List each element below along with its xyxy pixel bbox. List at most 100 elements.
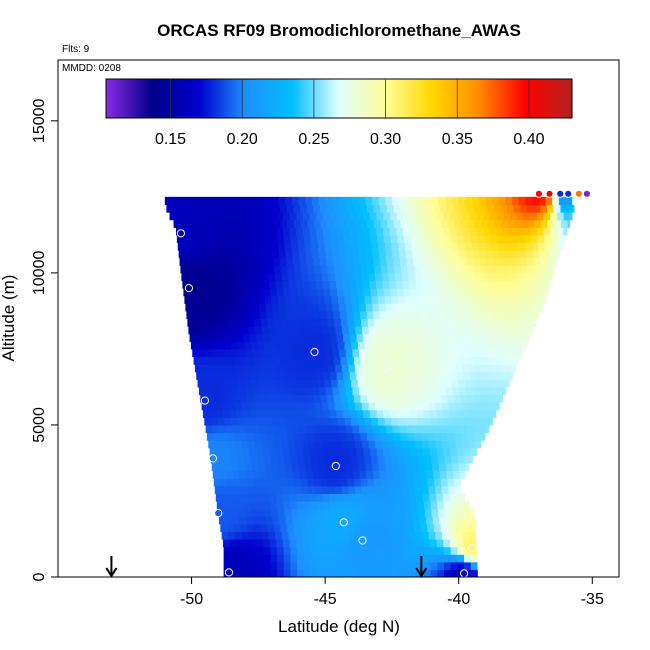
field-cell xyxy=(280,265,288,274)
field-cell xyxy=(373,394,382,403)
field-cell xyxy=(299,470,307,479)
field-cell xyxy=(316,409,324,418)
field-cell xyxy=(480,394,489,403)
field-cell xyxy=(289,371,298,380)
field-cell xyxy=(501,318,509,327)
field-cell xyxy=(329,212,338,221)
field-cell xyxy=(487,356,495,365)
field-cell xyxy=(222,538,231,548)
field-cell xyxy=(383,234,392,244)
field-cell xyxy=(317,546,325,555)
field-cell xyxy=(460,257,468,266)
field-cell xyxy=(198,250,206,259)
field-cell xyxy=(312,424,320,434)
field-cell xyxy=(205,250,213,259)
field-cell xyxy=(272,424,280,434)
field-cell xyxy=(463,409,471,418)
field-cell xyxy=(316,212,324,221)
colorbar-cell xyxy=(424,79,427,118)
field-cell xyxy=(290,455,299,464)
field-cell xyxy=(230,288,238,297)
field-cell xyxy=(484,417,493,426)
field-cell xyxy=(283,447,291,456)
field-cell xyxy=(409,280,417,289)
field-cell xyxy=(529,280,537,289)
field-cell xyxy=(366,310,374,320)
field-cell xyxy=(369,493,377,502)
field-cell xyxy=(300,219,308,228)
field-cell xyxy=(497,234,505,244)
field-cell xyxy=(483,409,491,418)
field-cell xyxy=(283,409,291,418)
field-cell xyxy=(374,478,382,487)
field-cell xyxy=(446,257,454,266)
field-cell xyxy=(333,257,341,266)
field-cell xyxy=(209,333,217,342)
field-cell xyxy=(320,394,328,403)
field-cell xyxy=(258,250,267,259)
field-cell xyxy=(337,554,345,563)
field-cell xyxy=(328,326,336,335)
field-cell xyxy=(529,326,534,335)
field-cell xyxy=(309,538,318,548)
field-cell xyxy=(446,386,454,396)
field-cell xyxy=(251,508,259,517)
field-cell xyxy=(216,333,224,342)
field-cell xyxy=(285,424,294,434)
field-cell xyxy=(378,462,387,472)
field-cell xyxy=(326,204,334,213)
field-cell xyxy=(403,333,411,342)
field-cell xyxy=(432,386,440,396)
field-cell xyxy=(394,265,402,274)
field-cell xyxy=(443,371,451,380)
field-cell xyxy=(491,417,494,426)
field-cell xyxy=(444,417,452,426)
field-cell xyxy=(454,478,462,487)
field-cell xyxy=(425,386,434,396)
field-cell xyxy=(186,204,194,213)
field-cell xyxy=(225,386,233,396)
field-cell xyxy=(420,204,428,213)
field-cell xyxy=(444,341,452,350)
field-cell xyxy=(399,250,407,259)
field-cell xyxy=(301,440,310,449)
field-cell xyxy=(264,242,272,251)
field-cell xyxy=(519,348,524,358)
field-cell xyxy=(507,356,515,365)
field-cell xyxy=(549,227,558,236)
field-cell xyxy=(253,204,261,213)
field-cell xyxy=(322,493,330,502)
colorbar-cell xyxy=(432,79,435,118)
field-cell xyxy=(493,310,501,320)
field-cell xyxy=(355,326,363,335)
field-cell xyxy=(459,424,467,434)
field-cell xyxy=(456,409,464,418)
colorbar-cell xyxy=(448,79,451,118)
field-cell xyxy=(462,364,470,373)
field-cell xyxy=(513,204,521,213)
field-cell xyxy=(426,257,434,266)
field-cell xyxy=(413,204,421,213)
field-cell xyxy=(308,440,316,449)
field-cell xyxy=(268,364,276,373)
field-cell xyxy=(419,348,427,358)
field-cell xyxy=(430,234,438,244)
field-cell xyxy=(308,485,316,494)
field-cell xyxy=(486,386,494,396)
field-cell xyxy=(192,348,200,358)
field-cell xyxy=(220,523,228,532)
field-cell xyxy=(252,386,260,396)
field-cell xyxy=(367,432,375,441)
field-cell xyxy=(427,432,435,441)
colorbar-cell xyxy=(534,79,537,118)
field-cell xyxy=(371,242,379,251)
field-cell xyxy=(377,455,386,464)
field-cell xyxy=(353,356,362,365)
field-cell xyxy=(281,531,290,540)
field-cell xyxy=(374,265,382,274)
field-cell xyxy=(323,288,331,297)
field-cell xyxy=(424,417,432,426)
field-cell xyxy=(303,554,312,563)
field-cell xyxy=(367,318,375,327)
field-cell xyxy=(401,402,410,411)
